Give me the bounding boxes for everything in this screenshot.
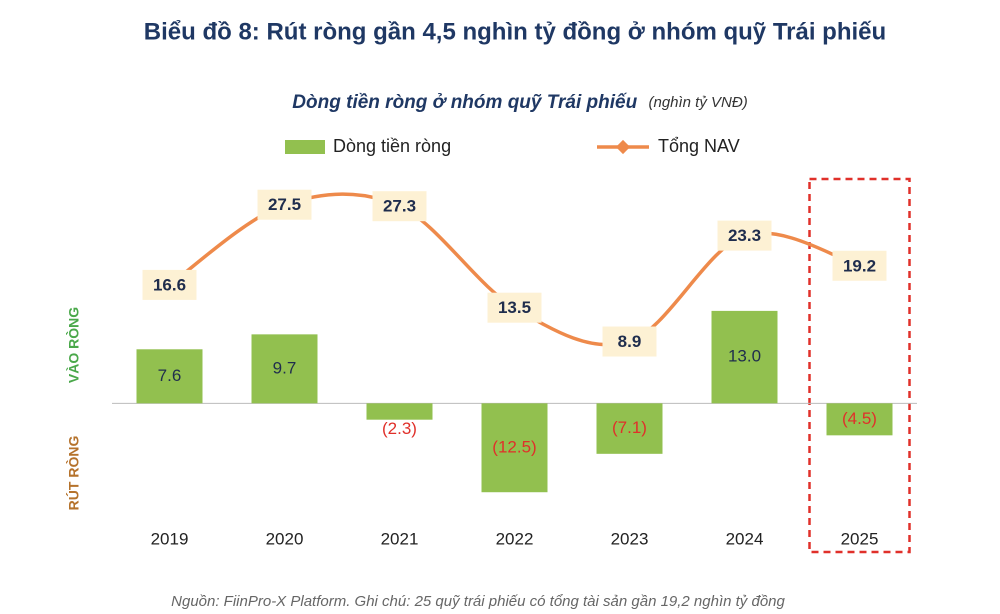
unit: (nghìn tỷ VNĐ) (648, 94, 747, 111)
bar-label: (2.3) (382, 419, 417, 438)
line-label: 13.5 (498, 298, 531, 317)
line-label: 23.3 (728, 226, 761, 245)
legend-label: Tổng NAV (658, 136, 740, 156)
label-box (717, 220, 772, 251)
label-box (602, 326, 657, 357)
chart-title: Biểu đồ 8: Rút ròng gần 4,5 nghìn tỷ đồn… (144, 18, 886, 45)
legend-swatch (285, 140, 325, 154)
bar (826, 403, 893, 436)
x-tick-label: 2020 (266, 529, 304, 548)
x-tick-label: 2022 (496, 529, 534, 548)
bar-label: (12.5) (492, 437, 536, 456)
line-label: 27.3 (383, 197, 416, 216)
bar (711, 310, 778, 404)
line-label: 27.5 (268, 195, 301, 214)
bar (136, 349, 203, 404)
bar-label: 13.0 (728, 347, 761, 366)
bar (251, 334, 318, 404)
bar-label: 9.7 (273, 358, 297, 377)
label-box (372, 191, 427, 222)
legend-label: Dòng tiền ròng (333, 136, 451, 156)
source-note: Nguồn: FiinPro-X Platform. Ghi chú: 25 q… (171, 593, 785, 610)
line-label: 19.2 (843, 256, 876, 275)
label-box (832, 250, 887, 281)
chart-subtitle: Dòng tiền ròng ở nhóm quỹ Trái phiếu (ng… (292, 92, 747, 113)
x-tick-label: 2025 (841, 529, 879, 548)
x-tick-label: 2021 (381, 529, 419, 548)
x-tick-label: 2019 (151, 529, 189, 548)
x-tick-label: 2024 (726, 529, 764, 548)
bar-label: (4.5) (842, 409, 877, 428)
label-box (487, 292, 542, 323)
legend-marker (615, 139, 631, 155)
x-tick-label: 2023 (611, 529, 649, 548)
outflow-label: RÚT RÒNG (65, 436, 82, 511)
bar (596, 403, 663, 454)
label-box (142, 269, 197, 300)
line-label: 16.6 (153, 275, 186, 294)
inflow-label: VÀO RÒNG (65, 307, 82, 383)
bar-label: 7.6 (158, 366, 182, 385)
bar-label: (7.1) (612, 418, 647, 437)
bar (366, 403, 433, 420)
label-box (257, 189, 312, 220)
bar (481, 403, 548, 493)
highlight-box (808, 177, 911, 554)
subtitle-text: Dòng tiền ròng ở nhóm quỹ Trái phiếu (292, 92, 637, 113)
line-label: 8.9 (618, 332, 642, 351)
